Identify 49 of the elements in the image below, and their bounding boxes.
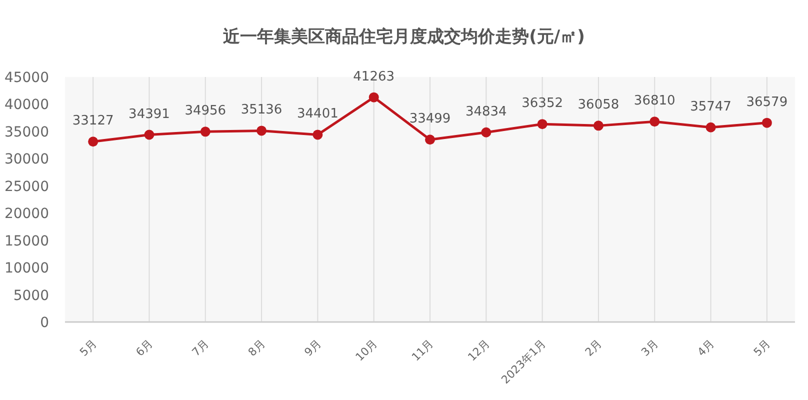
y-tick-label: 10000 [4, 260, 49, 277]
point [88, 136, 98, 147]
data-label: 36352 [522, 96, 563, 112]
point [425, 134, 435, 145]
y-tick-label: 45000 [4, 70, 49, 86]
y-tick-label: 30000 [4, 152, 49, 168]
data-label: 33499 [409, 112, 451, 127]
point [368, 92, 379, 102]
x-tick-label: 6月 [133, 336, 156, 359]
point [312, 130, 323, 140]
x-tick-label: 7月 [190, 336, 212, 359]
data-label: 36810 [634, 94, 676, 109]
point [593, 120, 604, 131]
x-tick-label: 3月 [638, 336, 661, 359]
y-tick-label: 0 [40, 315, 49, 331]
x-tick-label: 12月 [465, 336, 492, 364]
data-label: 35747 [690, 99, 732, 114]
data-label: 34956 [184, 104, 226, 119]
x-tick-label: 8月 [246, 336, 268, 359]
point [762, 118, 772, 128]
x-tick-label: 2月 [582, 336, 605, 359]
point [200, 126, 210, 137]
x-tick-label: 4月 [694, 336, 717, 359]
data-label: 36058 [578, 98, 620, 113]
x-tick-label: 11月 [409, 336, 436, 364]
y-tick-label: 20000 [4, 206, 49, 222]
point [706, 122, 716, 132]
point [144, 130, 154, 140]
x-tick-label: 5月 [77, 336, 100, 359]
data-label: 36579 [746, 94, 788, 110]
data-label: 41263 [353, 69, 395, 84]
data-label: 34391 [128, 106, 170, 122]
y-tick-label: 40000 [4, 97, 49, 114]
y-tick-label: 25000 [4, 178, 49, 195]
point [537, 119, 548, 130]
y-tick-label: 35000 [4, 124, 49, 140]
data-label: 35136 [240, 102, 282, 118]
chart-title: 近一年集美区商品住宅月度成交均价走势(元/㎡) [222, 27, 585, 47]
x-tick-label: 10月 [353, 336, 380, 364]
y-tick-label: 5000 [13, 288, 49, 304]
data-label: 34834 [465, 104, 507, 120]
point [481, 127, 492, 138]
x-tick-label: 5月 [751, 336, 774, 359]
x-tick-label: 9月 [302, 336, 324, 359]
data-label: 33127 [72, 114, 114, 129]
y-tick-label: 15000 [4, 233, 49, 250]
data-label: 34401 [297, 106, 338, 122]
point [650, 116, 660, 127]
point [256, 126, 267, 136]
